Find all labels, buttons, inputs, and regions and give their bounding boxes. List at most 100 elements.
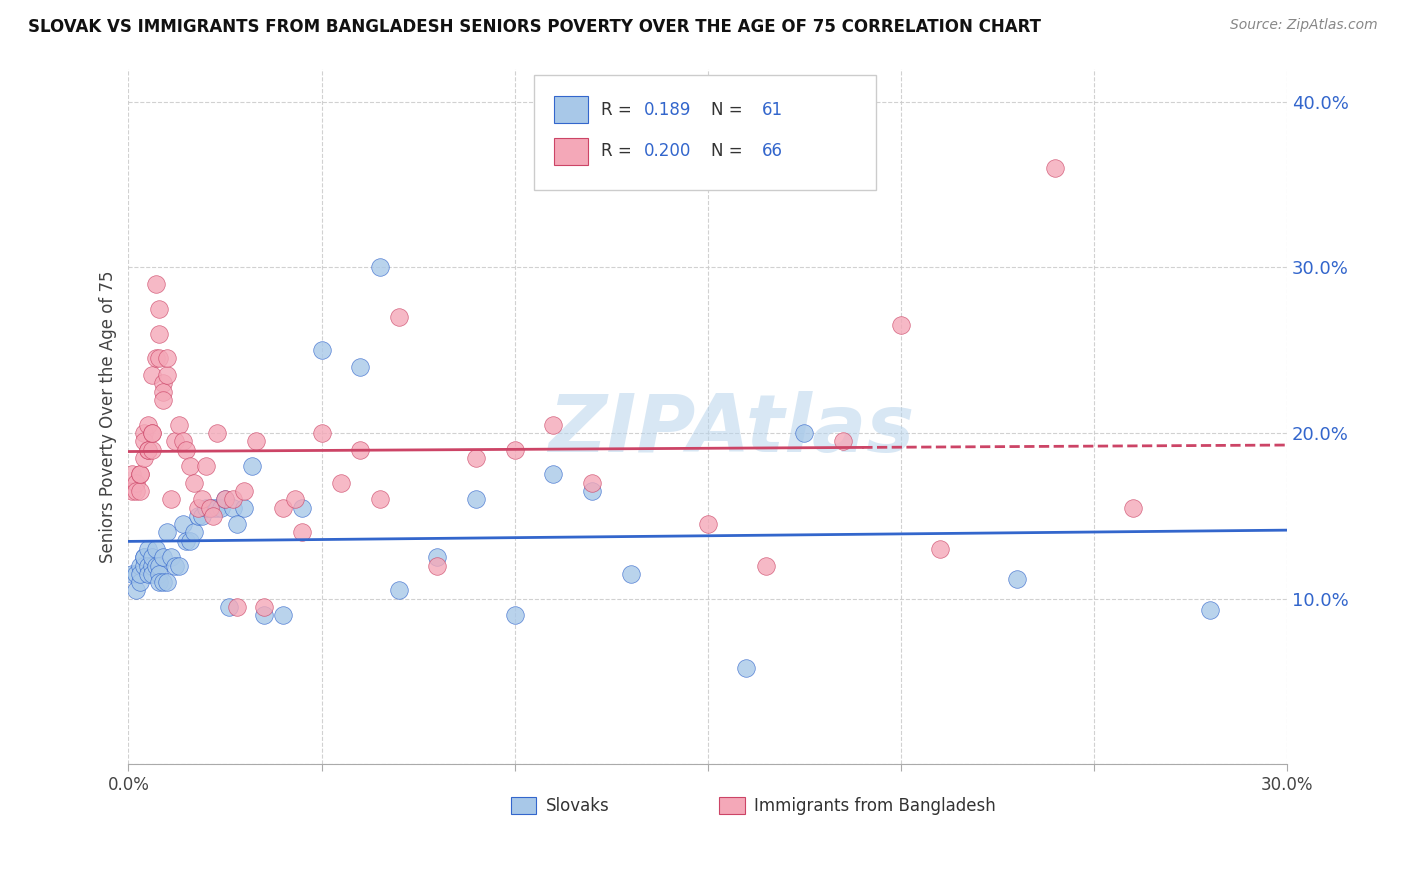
Point [160,492,183,507]
Point [148,301,170,316]
Point [1122,500,1144,515]
Point [426,550,449,565]
Point [311,425,333,440]
Point [187,500,209,515]
Point [202,508,225,523]
Point [176,442,198,457]
Point [141,425,163,440]
Point [198,500,221,515]
Text: 0.200: 0.200 [644,143,692,161]
Point [581,475,603,490]
Point [271,608,294,623]
Point [176,533,198,548]
Point [890,318,912,333]
Point [145,541,167,556]
Point [132,434,155,449]
Point [225,517,247,532]
Point [125,483,148,498]
Point [136,417,159,432]
Point [388,310,411,324]
Point [214,492,236,507]
Point [152,575,174,590]
Point [129,566,152,581]
Point [465,450,488,465]
Point [129,467,152,482]
Point [233,500,256,515]
Point [194,459,217,474]
Point [167,558,190,573]
Point [145,351,167,366]
Point [136,541,159,556]
Point [191,508,214,523]
Point [152,376,174,391]
Point [240,459,263,474]
Point [141,425,163,440]
Point [132,425,155,440]
Point [129,558,152,573]
Point [141,550,163,565]
Point [145,277,167,291]
Point [426,558,449,573]
Point [543,467,565,482]
Point [152,550,174,565]
Point [125,583,148,598]
Point [121,467,143,482]
Point [129,575,152,590]
Point [125,566,148,581]
Point [148,351,170,366]
Point [156,525,179,540]
Point [129,467,152,482]
Point [136,566,159,581]
Point [141,442,163,457]
Point [156,351,179,366]
Point [172,434,194,449]
Point [253,608,276,623]
Point [503,442,526,457]
Point [141,558,163,573]
Point [368,492,391,507]
Point [132,558,155,573]
Point [183,475,205,490]
Point [136,442,159,457]
Point [136,442,159,457]
Point [148,558,170,573]
Point [191,492,214,507]
Point [194,500,217,515]
Point [735,661,758,675]
Point [222,492,245,507]
Point [349,442,371,457]
FancyBboxPatch shape [554,138,589,164]
Point [129,483,152,498]
FancyBboxPatch shape [554,96,589,123]
Point [928,541,950,556]
Point [132,550,155,565]
Y-axis label: Seniors Poverty Over the Age of 75: Seniors Poverty Over the Age of 75 [100,270,117,563]
Point [152,392,174,407]
Point [832,434,855,449]
Point [152,384,174,399]
Point [207,425,229,440]
Text: R =: R = [602,143,637,161]
FancyBboxPatch shape [534,76,876,190]
Point [132,550,155,565]
Point [696,517,718,532]
Point [1005,572,1028,586]
FancyBboxPatch shape [510,797,536,814]
Point [388,583,411,598]
Point [121,566,143,581]
Point [233,483,256,498]
Point [1045,161,1067,175]
Point [291,525,314,540]
Text: SLOVAK VS IMMIGRANTS FROM BANGLADESH SENIORS POVERTY OVER THE AGE OF 75 CORRELAT: SLOVAK VS IMMIGRANTS FROM BANGLADESH SEN… [28,18,1040,36]
Text: Slovaks: Slovaks [546,797,609,815]
Point [253,599,276,614]
Point [148,575,170,590]
Point [368,260,391,275]
Point [222,500,245,515]
Point [543,417,565,432]
Point [218,599,240,614]
Point [202,500,225,515]
Text: Immigrants from Bangladesh: Immigrants from Bangladesh [754,797,995,815]
Point [283,492,305,507]
Point [172,517,194,532]
